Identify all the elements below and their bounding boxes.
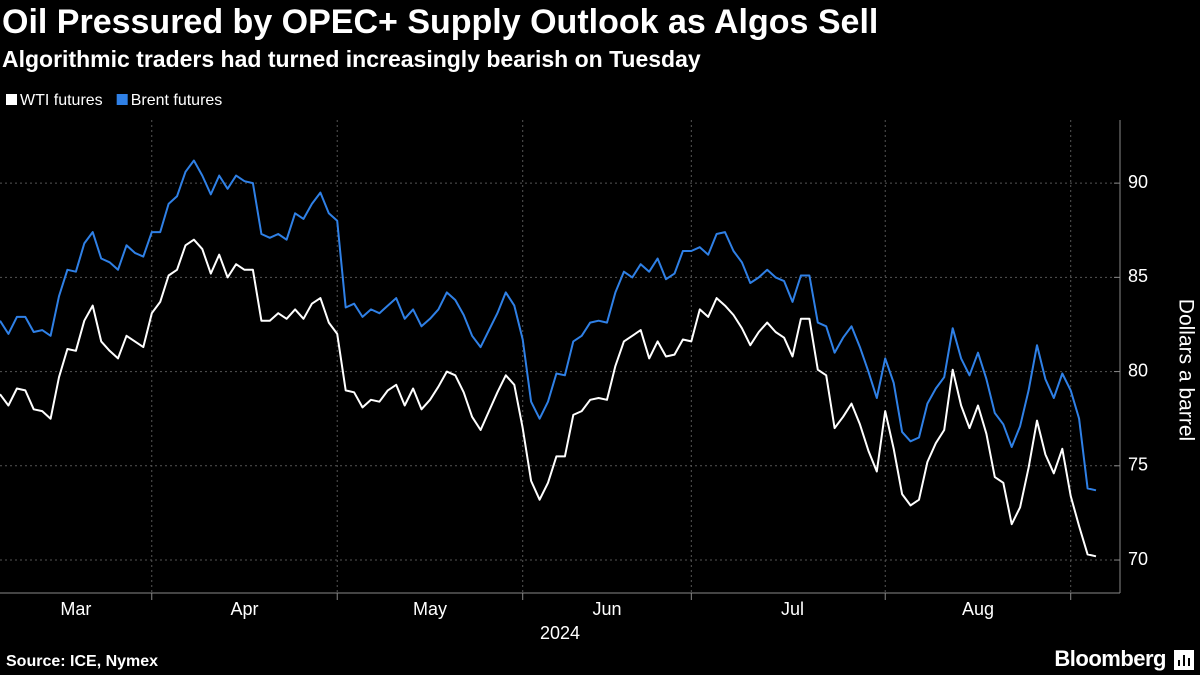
x-tick-label: May [413, 599, 447, 619]
legend-label: WTI futures [20, 92, 103, 109]
legend-label: Brent futures [131, 92, 223, 109]
brand: Bloomberg [1054, 646, 1166, 671]
x-axis-label: 2024 [540, 623, 580, 643]
x-tick-label: Jul [781, 599, 804, 619]
brand-icon-bars [1178, 655, 1190, 666]
y-tick-label: 75 [1128, 455, 1148, 475]
y-tick-label: 70 [1128, 549, 1148, 569]
series-line [0, 159, 1097, 492]
x-tick-label: Mar [60, 599, 91, 619]
y-axis-label: Dollars a barrel [1174, 299, 1197, 441]
y-tick-label: 90 [1128, 172, 1148, 192]
series-line [0, 238, 1097, 558]
source: Source: ICE, Nymex [6, 653, 158, 670]
legend-swatch [6, 94, 17, 105]
y-tick-label: 80 [1128, 360, 1148, 380]
x-tick-label: Apr [230, 599, 258, 619]
chart-title: Oil Pressured by OPEC+ Supply Outlook as… [2, 3, 878, 41]
x-tick-label: Jun [592, 599, 621, 619]
x-tick-label: Aug [962, 599, 994, 619]
chart-subtitle: Algorithmic traders had turned increasin… [2, 46, 701, 72]
y-tick-label: 85 [1128, 266, 1148, 286]
legend-swatch [116, 94, 128, 105]
